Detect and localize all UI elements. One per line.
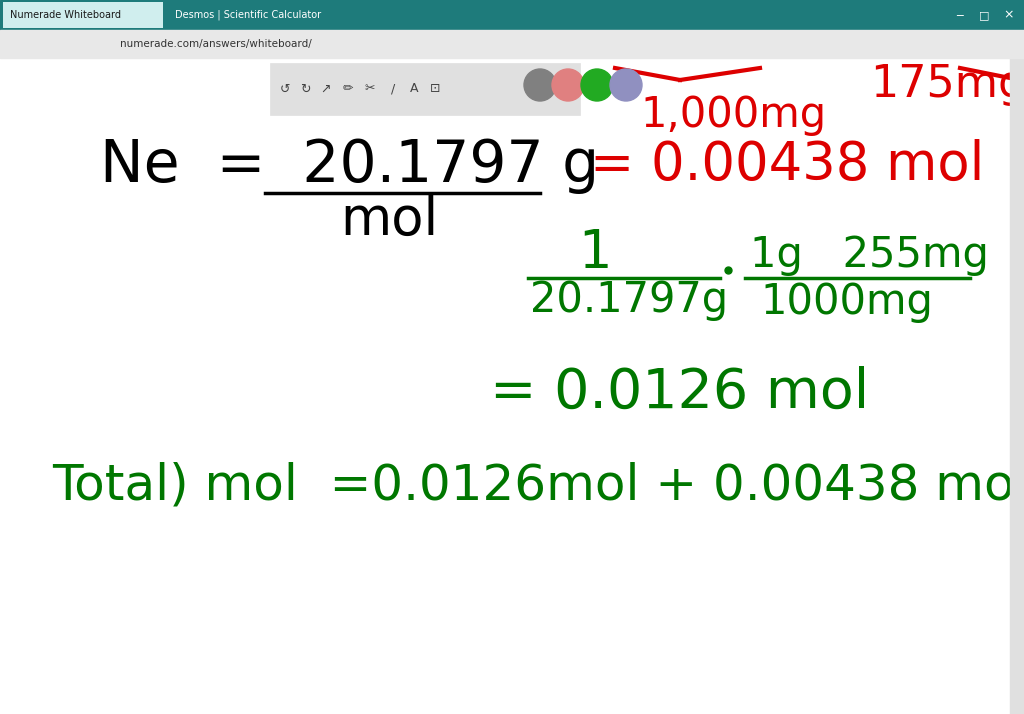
Text: Ne  =  20.1797 g: Ne = 20.1797 g	[100, 136, 599, 193]
Bar	[0, 30, 1024, 58]
Text: Total) mol  =0.0126mol + 0.00438 mol +0.02m: Total) mol =0.0126mol + 0.00438 mol +0.0…	[52, 461, 1024, 509]
Circle shape	[581, 69, 613, 101]
Text: ↺: ↺	[280, 83, 290, 96]
Text: mol: mol	[340, 194, 438, 246]
Text: □: □	[979, 10, 989, 20]
Text: ✂: ✂	[365, 83, 375, 96]
Circle shape	[610, 69, 642, 101]
Text: /: /	[391, 83, 395, 96]
Text: ↻: ↻	[300, 83, 310, 96]
Text: 1: 1	[578, 227, 611, 279]
Text: 175mg: 175mg	[870, 64, 1024, 106]
Bar	[270, 63, 580, 115]
Text: Desmos | Scientific Calculator: Desmos | Scientific Calculator	[175, 10, 322, 20]
Text: 20.1797g: 20.1797g	[530, 279, 728, 321]
Text: ✏: ✏	[343, 83, 353, 96]
Text: 1g   255mg: 1g 255mg	[750, 234, 989, 276]
Text: A: A	[410, 83, 418, 96]
Text: ↗: ↗	[321, 83, 331, 96]
Text: ─: ─	[955, 10, 963, 20]
Bar	[0, 0, 1024, 30]
Text: = 0.00438 mol: = 0.00438 mol	[590, 139, 984, 191]
Text: 1000mg: 1000mg	[760, 281, 933, 323]
Bar	[1010, 58, 1024, 714]
Bar	[3, 2, 163, 28]
Text: numerade.com/answers/whiteboard/: numerade.com/answers/whiteboard/	[120, 39, 311, 49]
Text: 1,000mg: 1,000mg	[640, 94, 826, 136]
Text: ×: ×	[1004, 9, 1014, 21]
Text: = 0.0126 mol: = 0.0126 mol	[490, 366, 869, 420]
Text: ⊡: ⊡	[430, 83, 440, 96]
Circle shape	[552, 69, 584, 101]
Text: Numerade Whiteboard: Numerade Whiteboard	[10, 10, 121, 20]
Circle shape	[524, 69, 556, 101]
